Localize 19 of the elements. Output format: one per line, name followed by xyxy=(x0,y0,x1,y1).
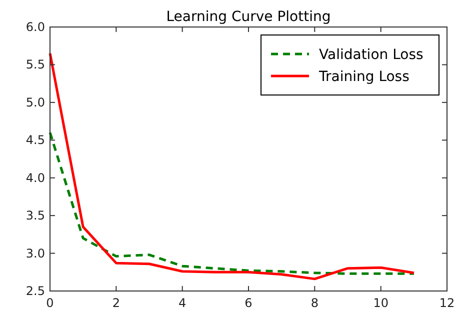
x-tick-label: 4 xyxy=(178,296,186,310)
x-tick-label: 8 xyxy=(310,296,318,310)
y-tick-label: 4.5 xyxy=(26,133,45,148)
legend-label: Validation Loss xyxy=(319,47,424,63)
x-tick-label: 12 xyxy=(439,296,455,310)
legend-label: Training Loss xyxy=(318,69,410,85)
x-tick-label: 2 xyxy=(112,296,120,310)
x-tick-label: 0 xyxy=(46,296,54,310)
x-tick-label: 10 xyxy=(373,296,388,310)
y-tick-label: 6.0 xyxy=(26,20,45,34)
y-tick-label: 4.0 xyxy=(26,170,45,185)
chart-title: Learning Curve Plotting xyxy=(166,9,331,25)
y-tick-label: 5.5 xyxy=(26,58,45,72)
y-tick-label: 2.5 xyxy=(26,284,45,298)
x-tick-label: 6 xyxy=(244,296,252,310)
line-series xyxy=(48,131,416,275)
y-tick-label: 5.0 xyxy=(26,95,45,110)
y-tick-label: 3.0 xyxy=(26,246,45,260)
y-tick-label: 3.5 xyxy=(26,208,45,223)
